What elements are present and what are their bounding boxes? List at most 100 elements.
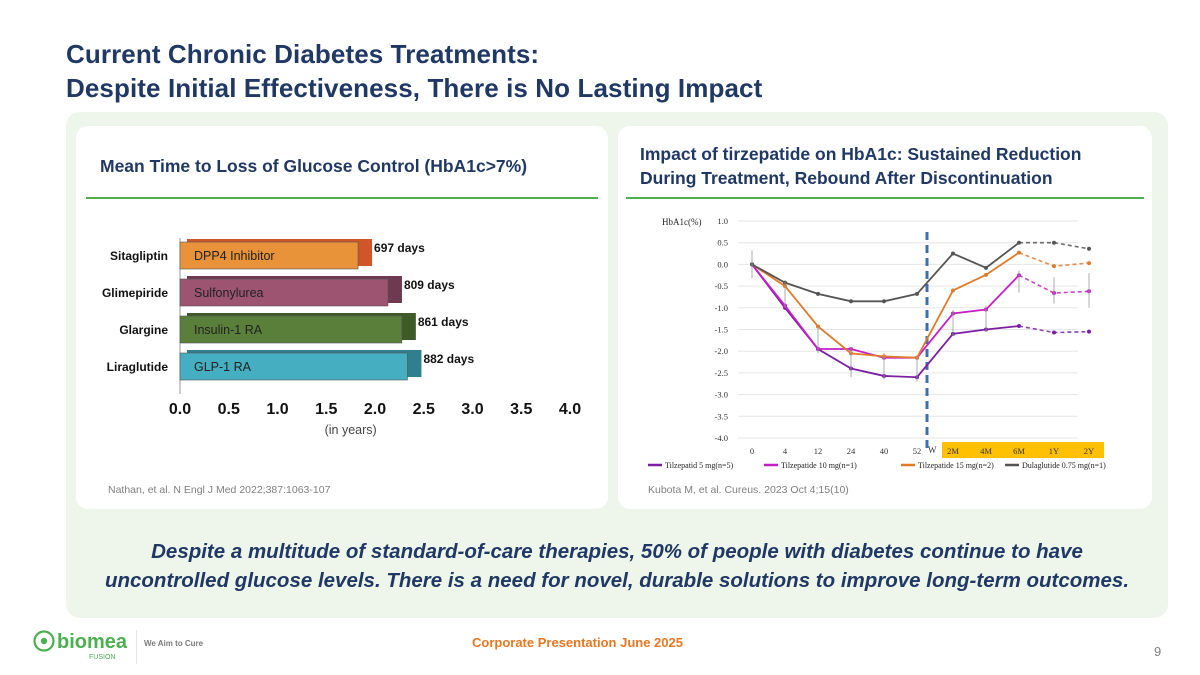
time-to-loss-card: Mean Time to Loss of Glucose Control (Hb… bbox=[76, 126, 608, 509]
y-tick-label: -1.5 bbox=[715, 325, 728, 335]
brand-sub: FUSION bbox=[89, 654, 115, 661]
data-point bbox=[984, 265, 988, 270]
x-tick-label: 1.5 bbox=[315, 401, 337, 418]
bar bbox=[179, 278, 389, 307]
data-point bbox=[1052, 330, 1056, 335]
value-label: 809 days bbox=[404, 278, 455, 292]
time-to-loss-card-title: Mean Time to Loss of Glucose Control (Hb… bbox=[100, 156, 528, 176]
x-tick-label: 52 bbox=[913, 446, 922, 456]
x-tick-label: 4 bbox=[783, 446, 788, 456]
y-tick-label: -1.0 bbox=[715, 303, 728, 313]
y-tick-label: -2.0 bbox=[715, 346, 728, 356]
card-title-divider bbox=[626, 197, 1144, 199]
x-tick-label: 1Y bbox=[1049, 446, 1059, 456]
y-tick-label: 0.5 bbox=[717, 238, 728, 248]
card-title-divider bbox=[86, 197, 598, 199]
data-point bbox=[915, 291, 919, 296]
key-message: Despite a multitude of standard-of-care … bbox=[66, 537, 1168, 595]
bar bbox=[179, 352, 408, 381]
data-point bbox=[1052, 240, 1056, 245]
biomea-logo: biomea FUSION bbox=[33, 629, 133, 666]
legend-label: Tilzepatid 5 mg(n=5) bbox=[665, 461, 734, 470]
data-point bbox=[951, 288, 955, 293]
bar bbox=[179, 315, 403, 344]
series-line-solid bbox=[751, 251, 1020, 359]
y-tick-label: -2.5 bbox=[715, 368, 728, 378]
category-label: Liraglutide bbox=[107, 360, 169, 374]
withdrawal-label: W bbox=[928, 445, 937, 455]
data-point bbox=[816, 291, 820, 296]
legend-label: Tilzepatide 15 mg(n=2) bbox=[918, 461, 994, 470]
x-tick-label: 40 bbox=[880, 446, 889, 456]
y-tick-label: 0.0 bbox=[717, 259, 728, 269]
data-point bbox=[984, 272, 988, 277]
presentation-label: Corporate Presentation June 2025 bbox=[472, 635, 683, 650]
footer-divider bbox=[136, 630, 137, 664]
x-tick-label: 2Y bbox=[1084, 446, 1094, 456]
x-tick-label: 0.0 bbox=[169, 401, 191, 418]
x-tick-label: 2.5 bbox=[413, 401, 435, 418]
tirzepatide-card-title-line-1: Impact of tirzepatide on HbA1c: Sustaine… bbox=[640, 144, 1082, 164]
bar-label: Insulin-1 RA bbox=[194, 323, 263, 337]
post-withdrawal-band bbox=[942, 442, 1104, 458]
legend-label: Tilzepatide 10 mg(n=1) bbox=[781, 461, 857, 470]
slide-title-line-2: Despite Initial Effectiveness, There is … bbox=[66, 73, 763, 103]
biomea-logo-mark-icon: biomea FUSION bbox=[33, 630, 128, 661]
bar-label: Sulfonylurea bbox=[194, 286, 264, 300]
x-tick-label: 0 bbox=[750, 446, 754, 456]
data-point bbox=[1087, 246, 1091, 251]
x-tick-label: 4M bbox=[980, 446, 992, 456]
y-tick-label: -0.5 bbox=[715, 281, 728, 291]
x-tick-label: 4.0 bbox=[559, 401, 581, 418]
series-line-solid bbox=[751, 241, 1020, 303]
data-point bbox=[816, 324, 820, 329]
category-label: Glargine bbox=[119, 323, 168, 337]
y-tick-label: -3.5 bbox=[715, 411, 728, 421]
left-citation: Nathan, et al. N Engl J Med 2022;387:106… bbox=[108, 484, 331, 496]
bar bbox=[179, 241, 359, 270]
value-label: 882 days bbox=[423, 352, 474, 366]
hba1c-line-chart: HbA1c(%) 1.0 0.5 0.0 -0.5 -1.0 -1.5 -2.0 -2.5 -3.… bbox=[648, 216, 1106, 470]
x-tick-label: 1.0 bbox=[266, 401, 288, 418]
value-label: 697 days bbox=[374, 241, 425, 255]
y-tick-label: 1.0 bbox=[717, 216, 728, 226]
time-to-loss-bar-chart: DPP4 Inhibitor Sitagliptin 697 days Sulfony… bbox=[102, 238, 581, 437]
data-point bbox=[882, 299, 886, 304]
x-tick-label: 6M bbox=[1013, 446, 1025, 456]
tirzepatide-card-title: Impact of tirzepatide on HbA1c: Sustaine… bbox=[640, 142, 1081, 190]
data-point bbox=[849, 299, 853, 304]
data-point bbox=[951, 251, 955, 256]
y-axis-label: HbA1c(%) bbox=[662, 217, 702, 227]
data-point bbox=[1017, 240, 1021, 245]
slide-title: Current Chronic Diabetes Treatments: Des… bbox=[66, 37, 762, 105]
category-label: Sitagliptin bbox=[110, 249, 168, 263]
value-label: 861 days bbox=[418, 315, 469, 329]
data-point bbox=[1052, 264, 1056, 269]
y-tick-label: -3.0 bbox=[715, 390, 728, 400]
bar-label: DPP4 Inhibitor bbox=[194, 249, 275, 263]
x-tick-label: 2.0 bbox=[364, 401, 386, 418]
y-tick-label: -4.0 bbox=[715, 433, 728, 443]
series-line-solid bbox=[751, 263, 1020, 379]
legend-label: Dulaglutide 0.75 mg(n=1) bbox=[1022, 461, 1106, 470]
data-point bbox=[1087, 329, 1091, 334]
data-point bbox=[1017, 250, 1021, 255]
key-message-line-2: uncontrolled glucose levels. There is a … bbox=[104, 569, 1130, 592]
x-axis-label: (in years) bbox=[325, 423, 377, 437]
bar-label: GLP-1 RA bbox=[194, 360, 252, 374]
slide-title-line-1: Current Chronic Diabetes Treatments: bbox=[66, 39, 540, 69]
data-point bbox=[1087, 261, 1091, 266]
data-point bbox=[1017, 324, 1021, 329]
tirzepatide-card-title-line-2: During Treatment, Rebound After Disconti… bbox=[640, 168, 1053, 188]
x-tick-label: 3.0 bbox=[461, 401, 483, 418]
tirzepatide-card: Impact of tirzepatide on HbA1c: Sustaine… bbox=[618, 126, 1152, 509]
tagline: We Aim to Cure bbox=[144, 639, 204, 648]
right-citation: Kubota M, et al. Cureus. 2023 Oct 4;15(1… bbox=[648, 484, 849, 496]
x-tick-label: 3.5 bbox=[510, 401, 532, 418]
category-label: Glimepiride bbox=[102, 286, 168, 300]
page-number: 9 bbox=[1154, 644, 1162, 659]
x-tick-label: 12 bbox=[814, 446, 823, 456]
key-message-line-1: Despite a multitude of standard-of-care … bbox=[151, 540, 1083, 563]
x-tick-label: 24 bbox=[847, 446, 856, 456]
x-tick-label: 2M bbox=[947, 446, 959, 456]
